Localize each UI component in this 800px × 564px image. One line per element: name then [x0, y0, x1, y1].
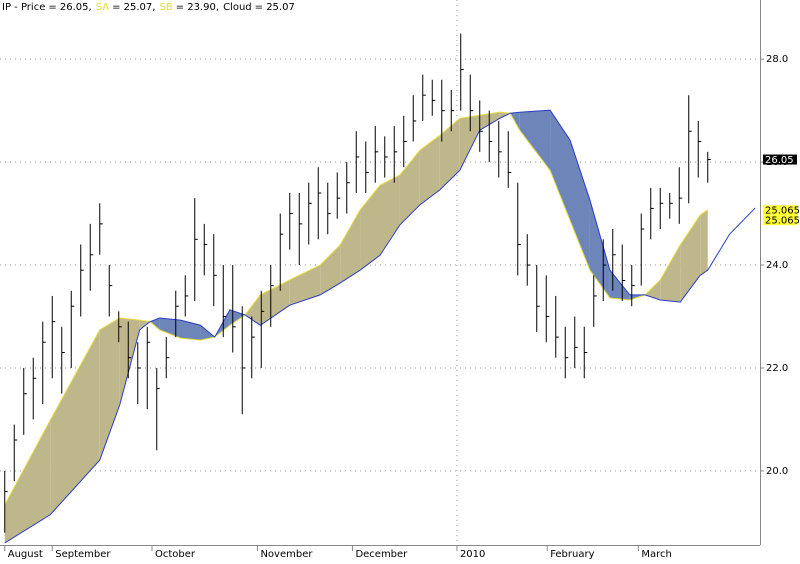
cloud-fill — [380, 174, 400, 256]
x-tick-label: August — [8, 549, 43, 560]
cloud-fill — [660, 244, 681, 303]
cloud-fill — [50, 329, 100, 515]
header-value: = 25.07 — [255, 2, 295, 13]
x-tick-label: February — [550, 549, 594, 560]
header-name: IP - Price — [2, 2, 45, 13]
cloud-fill — [645, 279, 661, 301]
x-tick-label: September — [55, 549, 111, 560]
price-marker — [763, 205, 797, 216]
cloud-fill — [550, 110, 570, 221]
y-tick-label: 28.0 — [766, 54, 788, 65]
cloud-fill — [289, 265, 321, 306]
cloud-fill — [340, 209, 361, 284]
cloud-fill — [589, 200, 610, 298]
header-name: SA — [96, 2, 110, 13]
y-tick-label: 20.0 — [766, 466, 788, 477]
cloud-fill — [119, 318, 140, 406]
cloud-fill — [419, 135, 440, 205]
cloud-fill — [4, 419, 51, 543]
price-marker-label: 25.065 — [765, 206, 800, 217]
cloud-fill — [700, 209, 708, 276]
cloud-fill — [360, 185, 380, 271]
cloud-fill — [180, 320, 201, 341]
header-value: = 23.90, — [176, 2, 219, 13]
price-marker — [763, 215, 797, 226]
y-tick-label: 22.0 — [766, 363, 788, 374]
cloud-fill — [519, 110, 551, 171]
cloud-fill — [680, 215, 701, 303]
header-name: SB — [159, 2, 172, 13]
cloud-line — [4, 109, 756, 544]
header-name: Cloud — [223, 2, 252, 13]
cloud-fill — [245, 294, 261, 326]
header: IP - Price = 26.05, SA = 25.07, SB = 23.90, Cl… — [2, 2, 295, 13]
cloud-fill — [200, 325, 215, 341]
cloud-fill — [439, 118, 460, 190]
cloud-fill — [99, 318, 120, 461]
x-tick-label: 2010 — [460, 549, 485, 560]
price-marker-label: 25.065 — [765, 216, 800, 227]
header-value: = 26.05, — [48, 2, 91, 13]
price-marker-label: 26.05 — [765, 155, 794, 166]
x-tick-label: October — [155, 549, 196, 560]
header-value: = 25.07, — [112, 2, 155, 13]
x-tick-label: November — [260, 549, 313, 560]
price-marker — [763, 154, 797, 165]
cloud-fill — [459, 115, 480, 171]
cloud-fill — [609, 270, 630, 301]
cloud-line — [4, 111, 709, 506]
cloud-fill — [320, 244, 341, 295]
x-tick-label: December — [355, 549, 408, 560]
y-tick-label: 24.0 — [766, 260, 788, 271]
cloud-fill — [570, 139, 590, 271]
x-tick-label: March — [641, 549, 671, 560]
